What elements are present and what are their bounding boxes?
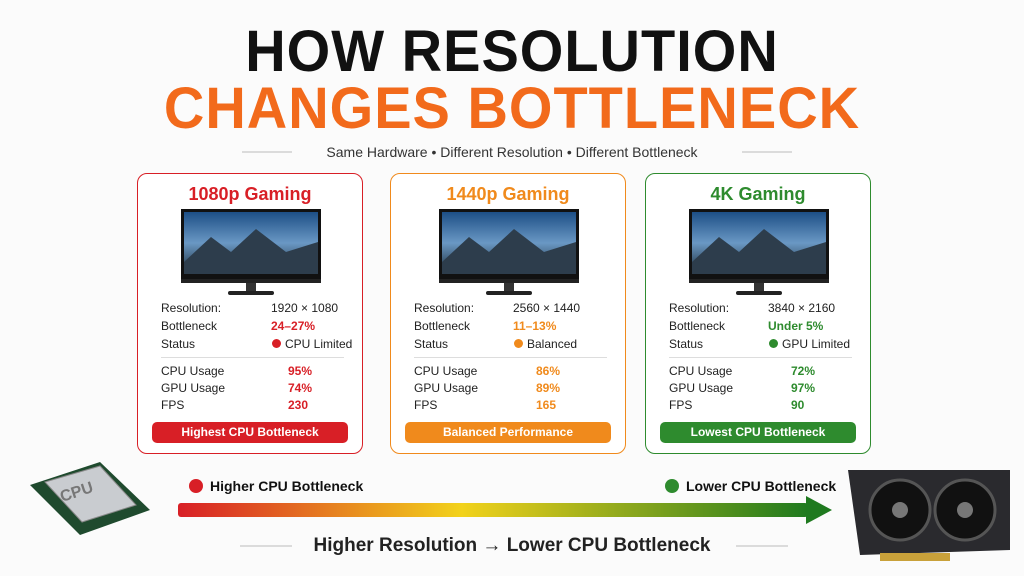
row-label: Resolution: [161, 301, 222, 315]
monitor [439, 209, 579, 295]
usage-label: FPS [669, 398, 693, 412]
cpu-chip [30, 462, 150, 535]
title-line1: HOW RESOLUTION [245, 17, 779, 84]
usage-label: GPU Usage [161, 381, 226, 395]
row-label: Status [161, 337, 196, 351]
status-dot [769, 339, 778, 348]
card-badge: Lowest CPU Bottleneck [660, 422, 856, 443]
card-title: 4K Gaming [710, 184, 806, 204]
row-label: Status [414, 337, 449, 351]
title-line2: CHANGES BOTTLENECK [163, 74, 861, 141]
card-title: 1440p Gaming [446, 184, 570, 204]
scale-right: Lower CPU Bottleneck [686, 478, 837, 494]
card-title: 1080p Gaming [188, 184, 312, 204]
usage-value: 95% [288, 364, 313, 378]
card: 4K Gaming Resolution: 3840 × 2160 Bottlenec… [645, 173, 871, 454]
usage-label: GPU Usage [414, 381, 479, 395]
row-label: Bottleneck [161, 319, 218, 333]
row-label: Resolution: [414, 301, 475, 315]
row-label: Status [669, 337, 704, 351]
subtitle: Same Hardware • Different Resolution • D… [326, 144, 698, 160]
usage-label: CPU Usage [161, 364, 225, 378]
usage-label: GPU Usage [669, 381, 734, 395]
status-value: GPU Limited [782, 337, 851, 351]
usage-label: FPS [414, 398, 438, 412]
usage-value: 165 [536, 398, 557, 412]
usage-value: 230 [288, 398, 309, 412]
divider [414, 357, 607, 358]
card-badge: Balanced Performance [405, 422, 611, 443]
usage-value: 86% [536, 364, 561, 378]
row-value: 2560 × 1440 [513, 301, 581, 315]
monitor [689, 209, 829, 295]
usage-value: 74% [288, 381, 313, 395]
card: 1440p Gaming Resolution: 2560 × 1440 Bottle… [390, 173, 626, 454]
scale-left: Higher CPU Bottleneck [210, 478, 364, 494]
divider [161, 357, 344, 358]
row-value: 11–13% [513, 319, 557, 333]
usage-label: FPS [161, 398, 185, 412]
row-label: Resolution: [669, 301, 730, 315]
row-value: 1920 × 1080 [271, 301, 339, 315]
usage-label: CPU Usage [414, 364, 478, 378]
status-dot [514, 339, 523, 348]
row-label: Bottleneck [669, 319, 726, 333]
gpu-card [848, 470, 1010, 561]
usage-value: 89% [536, 381, 561, 395]
monitor [181, 209, 321, 295]
usage-value: 90 [791, 398, 805, 412]
row-value: Under 5% [768, 319, 824, 333]
usage-value: 72% [791, 364, 816, 378]
status-value: CPU Limited [285, 337, 353, 351]
divider [669, 357, 852, 358]
row-value: 24–27% [271, 319, 316, 333]
row-value: 3840 × 2160 [768, 301, 836, 315]
status-dot [272, 339, 281, 348]
status-value: Balanced [527, 337, 578, 351]
row-label: Bottleneck [414, 319, 471, 333]
caption: Higher Resolution → Lower CPU Bottleneck [313, 535, 711, 556]
usage-label: CPU Usage [669, 364, 733, 378]
card-badge: Highest CPU Bottleneck [152, 422, 348, 443]
card: 1080p Gaming Resolution: 1920 × 1080 Bottle… [137, 173, 363, 454]
usage-value: 97% [791, 381, 816, 395]
